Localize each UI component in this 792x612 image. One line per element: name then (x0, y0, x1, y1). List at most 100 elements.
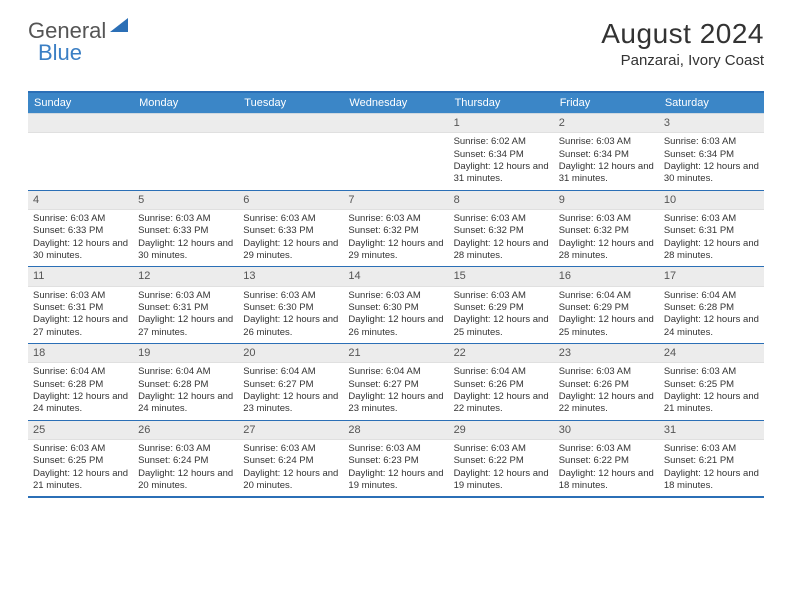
day-number: 13 (238, 267, 343, 286)
sunrise-text: Sunrise: 6:03 AM (243, 290, 338, 302)
day-body: Sunrise: 6:03 AMSunset: 6:22 PMDaylight:… (554, 440, 659, 496)
sunrise-text: Sunrise: 6:03 AM (559, 443, 654, 455)
brand-text-2: Blue (38, 40, 82, 65)
sunset-text: Sunset: 6:27 PM (243, 379, 338, 391)
day-cell: 27Sunrise: 6:03 AMSunset: 6:24 PMDayligh… (238, 421, 343, 497)
sunrise-text: Sunrise: 6:04 AM (348, 366, 443, 378)
day-number: 4 (28, 191, 133, 210)
weekday-monday: Monday (133, 93, 238, 113)
daylight-text: Daylight: 12 hours and 24 minutes. (33, 391, 128, 416)
daylight-text: Daylight: 12 hours and 19 minutes. (454, 468, 549, 493)
day-number: 26 (133, 421, 238, 440)
day-number: 24 (659, 344, 764, 363)
day-body: Sunrise: 6:03 AMSunset: 6:32 PMDaylight:… (449, 210, 554, 266)
day-cell: 9Sunrise: 6:03 AMSunset: 6:32 PMDaylight… (554, 191, 659, 267)
day-cell: 31Sunrise: 6:03 AMSunset: 6:21 PMDayligh… (659, 421, 764, 497)
day-body: Sunrise: 6:03 AMSunset: 6:32 PMDaylight:… (343, 210, 448, 266)
sunrise-text: Sunrise: 6:03 AM (664, 366, 759, 378)
sunset-text: Sunset: 6:29 PM (454, 302, 549, 314)
daylight-text: Daylight: 12 hours and 25 minutes. (559, 314, 654, 339)
daylight-text: Daylight: 12 hours and 26 minutes. (348, 314, 443, 339)
day-body (238, 133, 343, 152)
sunset-text: Sunset: 6:30 PM (243, 302, 338, 314)
day-number (28, 114, 133, 133)
day-body: Sunrise: 6:03 AMSunset: 6:31 PMDaylight:… (133, 287, 238, 343)
day-body: Sunrise: 6:03 AMSunset: 6:34 PMDaylight:… (554, 133, 659, 189)
sunset-text: Sunset: 6:23 PM (348, 455, 443, 467)
day-number: 21 (343, 344, 448, 363)
sunset-text: Sunset: 6:32 PM (454, 225, 549, 237)
day-cell: 22Sunrise: 6:04 AMSunset: 6:26 PMDayligh… (449, 344, 554, 420)
daylight-text: Daylight: 12 hours and 24 minutes. (664, 314, 759, 339)
day-cell: 8Sunrise: 6:03 AMSunset: 6:32 PMDaylight… (449, 191, 554, 267)
sunset-text: Sunset: 6:24 PM (243, 455, 338, 467)
day-cell: 16Sunrise: 6:04 AMSunset: 6:29 PMDayligh… (554, 267, 659, 343)
sunset-text: Sunset: 6:24 PM (138, 455, 233, 467)
sunrise-text: Sunrise: 6:03 AM (559, 366, 654, 378)
day-number: 5 (133, 191, 238, 210)
daylight-text: Daylight: 12 hours and 25 minutes. (454, 314, 549, 339)
sunset-text: Sunset: 6:25 PM (33, 455, 128, 467)
day-body (133, 133, 238, 152)
weekday-header-row: Sunday Monday Tuesday Wednesday Thursday… (28, 93, 764, 114)
day-cell (28, 114, 133, 190)
sunset-text: Sunset: 6:28 PM (33, 379, 128, 391)
day-cell: 15Sunrise: 6:03 AMSunset: 6:29 PMDayligh… (449, 267, 554, 343)
day-number: 1 (449, 114, 554, 133)
day-body: Sunrise: 6:03 AMSunset: 6:34 PMDaylight:… (659, 133, 764, 189)
sunrise-text: Sunrise: 6:03 AM (664, 136, 759, 148)
day-body: Sunrise: 6:03 AMSunset: 6:30 PMDaylight:… (343, 287, 448, 343)
day-number: 27 (238, 421, 343, 440)
sunset-text: Sunset: 6:32 PM (559, 225, 654, 237)
day-number: 10 (659, 191, 764, 210)
day-body: Sunrise: 6:03 AMSunset: 6:33 PMDaylight:… (133, 210, 238, 266)
day-cell: 10Sunrise: 6:03 AMSunset: 6:31 PMDayligh… (659, 191, 764, 267)
day-body: Sunrise: 6:03 AMSunset: 6:33 PMDaylight:… (238, 210, 343, 266)
day-cell (238, 114, 343, 190)
sunrise-text: Sunrise: 6:03 AM (33, 443, 128, 455)
weekday-thursday: Thursday (449, 93, 554, 113)
daylight-text: Daylight: 12 hours and 31 minutes. (454, 161, 549, 186)
day-number: 25 (28, 421, 133, 440)
sunrise-text: Sunrise: 6:03 AM (664, 443, 759, 455)
sunset-text: Sunset: 6:26 PM (454, 379, 549, 391)
brand-text-2-wrap: Blue (38, 40, 82, 66)
day-number (133, 114, 238, 133)
daylight-text: Daylight: 12 hours and 20 minutes. (243, 468, 338, 493)
day-body: Sunrise: 6:03 AMSunset: 6:21 PMDaylight:… (659, 440, 764, 496)
sunrise-text: Sunrise: 6:03 AM (348, 290, 443, 302)
day-body: Sunrise: 6:04 AMSunset: 6:27 PMDaylight:… (238, 363, 343, 419)
week-row: 1Sunrise: 6:02 AMSunset: 6:34 PMDaylight… (28, 114, 764, 191)
sunset-text: Sunset: 6:34 PM (454, 149, 549, 161)
daylight-text: Daylight: 12 hours and 29 minutes. (243, 238, 338, 263)
sunset-text: Sunset: 6:26 PM (559, 379, 654, 391)
day-cell: 17Sunrise: 6:04 AMSunset: 6:28 PMDayligh… (659, 267, 764, 343)
day-number: 19 (133, 344, 238, 363)
day-body: Sunrise: 6:04 AMSunset: 6:28 PMDaylight:… (28, 363, 133, 419)
day-number: 22 (449, 344, 554, 363)
sail-icon (110, 18, 128, 32)
sunset-text: Sunset: 6:22 PM (559, 455, 654, 467)
daylight-text: Daylight: 12 hours and 27 minutes. (33, 314, 128, 339)
daylight-text: Daylight: 12 hours and 31 minutes. (559, 161, 654, 186)
daylight-text: Daylight: 12 hours and 30 minutes. (664, 161, 759, 186)
sunrise-text: Sunrise: 6:03 AM (348, 443, 443, 455)
day-cell: 24Sunrise: 6:03 AMSunset: 6:25 PMDayligh… (659, 344, 764, 420)
day-cell: 23Sunrise: 6:03 AMSunset: 6:26 PMDayligh… (554, 344, 659, 420)
sunrise-text: Sunrise: 6:03 AM (559, 136, 654, 148)
day-body: Sunrise: 6:04 AMSunset: 6:27 PMDaylight:… (343, 363, 448, 419)
sunrise-text: Sunrise: 6:03 AM (138, 443, 233, 455)
daylight-text: Daylight: 12 hours and 28 minutes. (454, 238, 549, 263)
day-cell: 11Sunrise: 6:03 AMSunset: 6:31 PMDayligh… (28, 267, 133, 343)
day-cell: 13Sunrise: 6:03 AMSunset: 6:30 PMDayligh… (238, 267, 343, 343)
daylight-text: Daylight: 12 hours and 23 minutes. (243, 391, 338, 416)
daylight-text: Daylight: 12 hours and 18 minutes. (664, 468, 759, 493)
day-number: 30 (554, 421, 659, 440)
sunrise-text: Sunrise: 6:03 AM (348, 213, 443, 225)
sunrise-text: Sunrise: 6:04 AM (559, 290, 654, 302)
day-body: Sunrise: 6:04 AMSunset: 6:28 PMDaylight:… (659, 287, 764, 343)
day-cell: 3Sunrise: 6:03 AMSunset: 6:34 PMDaylight… (659, 114, 764, 190)
sunrise-text: Sunrise: 6:04 AM (664, 290, 759, 302)
daylight-text: Daylight: 12 hours and 19 minutes. (348, 468, 443, 493)
sunset-text: Sunset: 6:33 PM (243, 225, 338, 237)
